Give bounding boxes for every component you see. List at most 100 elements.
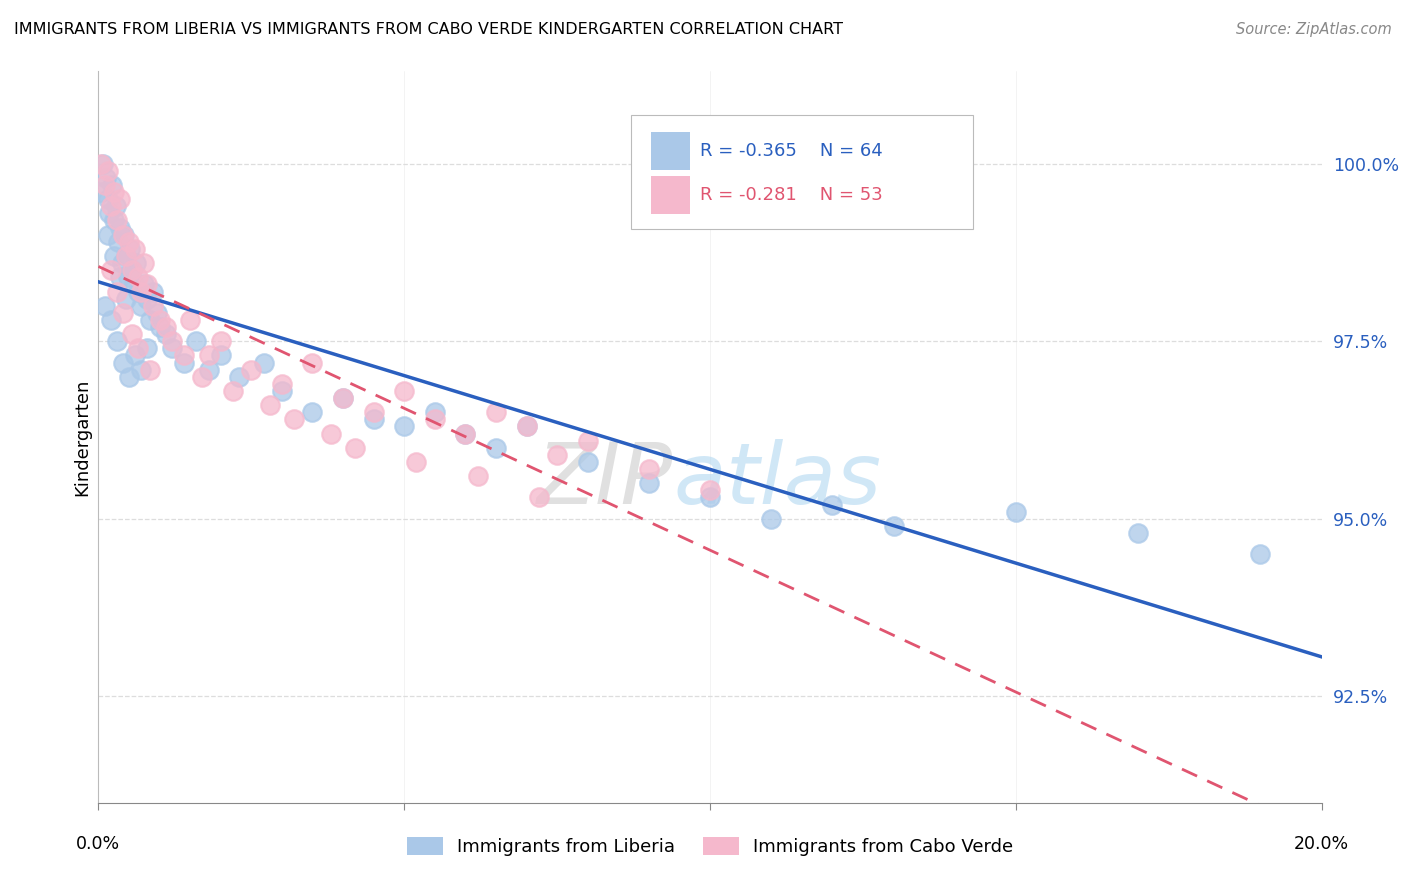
Point [363, 405, 385, 419]
Point [467, 469, 489, 483]
Point [93, 178, 115, 192]
Point [363, 412, 385, 426]
Point [160, 334, 183, 349]
Point [100, 199, 122, 213]
Legend: Immigrants from Liberia, Immigrants from Cabo Verde: Immigrants from Liberia, Immigrants from… [399, 830, 1021, 863]
Point [179, 313, 201, 327]
Point [129, 362, 152, 376]
Point [160, 341, 183, 355]
Point [127, 285, 149, 299]
Point [252, 355, 274, 369]
Point [105, 285, 128, 299]
Point [186, 334, 208, 349]
Point [259, 398, 281, 412]
Point [516, 419, 538, 434]
Point [125, 256, 148, 270]
Point [821, 498, 844, 512]
Text: IMMIGRANTS FROM LIBERIA VS IMMIGRANTS FROM CABO VERDE KINDERGARTEN CORRELATION C: IMMIGRANTS FROM LIBERIA VS IMMIGRANTS FR… [14, 22, 844, 37]
Point [118, 235, 141, 249]
Point [527, 491, 550, 505]
Point [108, 270, 131, 285]
Text: R = -0.281    N = 53: R = -0.281 N = 53 [700, 186, 883, 204]
Point [228, 369, 250, 384]
Point [485, 405, 508, 419]
Point [1128, 525, 1150, 540]
Point [100, 313, 122, 327]
Point [94, 170, 117, 185]
Y-axis label: Kindergarten: Kindergarten [73, 378, 91, 496]
Point [270, 384, 294, 398]
Point [139, 362, 162, 376]
Point [392, 384, 416, 398]
Point [423, 405, 446, 419]
Point [115, 292, 138, 306]
Point [139, 313, 162, 327]
Point [699, 491, 721, 505]
Point [485, 441, 508, 455]
FancyBboxPatch shape [630, 115, 973, 228]
Point [115, 249, 138, 263]
Point [103, 213, 125, 227]
Point [129, 299, 152, 313]
Point [104, 199, 127, 213]
Point [111, 256, 134, 270]
Point [97, 227, 120, 242]
Point [101, 178, 124, 192]
Point [240, 362, 263, 376]
Point [197, 362, 219, 376]
Point [134, 277, 156, 292]
Point [127, 270, 149, 285]
Point [454, 426, 477, 441]
Point [576, 455, 599, 469]
Point [112, 227, 135, 242]
Point [209, 334, 232, 349]
Point [332, 391, 354, 405]
Point [576, 434, 599, 448]
Point [98, 206, 121, 220]
Point [136, 341, 159, 355]
Point [332, 391, 354, 405]
Point [301, 405, 323, 419]
Point [319, 426, 342, 441]
Point [883, 519, 905, 533]
Point [97, 163, 120, 178]
Point [149, 313, 172, 327]
Point [136, 277, 159, 292]
Point [209, 348, 232, 362]
Point [127, 341, 149, 355]
Point [191, 369, 214, 384]
Point [142, 285, 165, 299]
Point [197, 348, 219, 362]
Point [111, 227, 134, 242]
Point [134, 256, 156, 270]
Point [761, 512, 783, 526]
Text: Source: ZipAtlas.com: Source: ZipAtlas.com [1236, 22, 1392, 37]
Point [149, 320, 172, 334]
Point [111, 355, 134, 369]
Point [115, 249, 138, 263]
Point [121, 263, 143, 277]
Point [173, 348, 195, 362]
Point [142, 299, 165, 313]
Point [638, 462, 661, 476]
Point [105, 334, 128, 349]
Point [121, 327, 143, 342]
Point [638, 476, 661, 491]
Point [283, 412, 305, 426]
Point [105, 213, 128, 227]
Point [173, 355, 195, 369]
Point [344, 441, 367, 455]
Text: 20.0%: 20.0% [1294, 835, 1350, 853]
Point [117, 270, 139, 285]
Text: R = -0.365    N = 64: R = -0.365 N = 64 [700, 142, 883, 160]
Point [107, 235, 129, 249]
Point [516, 419, 538, 434]
Point [121, 263, 143, 277]
Point [270, 376, 294, 391]
Point [136, 292, 159, 306]
Point [423, 412, 446, 426]
Point [90, 156, 112, 170]
Point [120, 242, 142, 256]
Point [90, 185, 112, 199]
FancyBboxPatch shape [651, 176, 690, 214]
